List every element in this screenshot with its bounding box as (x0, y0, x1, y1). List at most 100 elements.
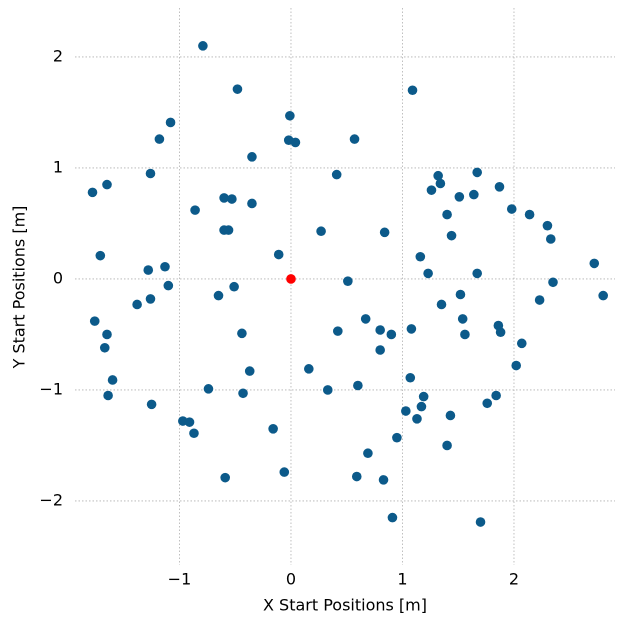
scatter-point (232, 84, 243, 94)
scatter-point (219, 193, 229, 203)
scatter-point (392, 432, 402, 443)
scatter-point (238, 388, 248, 399)
scatter-point (146, 399, 157, 410)
y-axis-label: Y Start Positions [m] (10, 206, 29, 370)
scatter-point (415, 251, 426, 262)
scatter-point (198, 41, 208, 51)
scatter-point (407, 85, 418, 96)
scatter-point (375, 325, 385, 335)
scatter-point (475, 517, 486, 527)
scatter-point (304, 364, 314, 374)
scatter-point (472, 268, 482, 279)
scatter-point (405, 372, 416, 383)
scatter-point (416, 401, 427, 412)
scatter-point (545, 234, 556, 244)
scatter-point (237, 328, 247, 339)
scatter-point (102, 329, 112, 340)
scatter-point (548, 277, 558, 288)
scatter-point (455, 289, 466, 300)
scatter-point (154, 134, 165, 144)
x-tick-label: −1 (168, 570, 192, 589)
scatter-point (145, 294, 156, 304)
scatter-point (103, 390, 113, 401)
scatter-point (589, 258, 600, 269)
scatter-point (445, 410, 456, 421)
y-tick-label: 2 (53, 46, 63, 65)
scatter-point (190, 205, 200, 215)
x-tick-label: 0 (286, 570, 296, 589)
scatter-point (223, 225, 234, 235)
scatter-point (227, 194, 237, 204)
scatter-point (442, 440, 452, 451)
y-tick-label: −2 (39, 490, 63, 509)
scatter-point (412, 414, 422, 424)
scatter-point (163, 280, 174, 291)
scatter-point (143, 265, 154, 275)
scatter-point (524, 209, 535, 220)
scatter-point (349, 134, 360, 144)
scatter-point (494, 182, 505, 192)
scatter-point (360, 314, 371, 324)
scatter-point (435, 178, 446, 189)
scatter-point (426, 185, 437, 195)
scatter-point (290, 137, 301, 148)
scatter-point (353, 380, 363, 391)
y-tick-label: 1 (53, 157, 63, 176)
scatter-point (343, 276, 353, 286)
scatter-point (273, 249, 284, 260)
scatter-point (442, 209, 452, 220)
scatter-point (534, 295, 545, 305)
scatter-point (457, 314, 468, 324)
y-tick-label: −1 (39, 379, 63, 398)
scatter-point (433, 170, 443, 181)
scatter-point (160, 261, 170, 272)
scatter-point (268, 424, 278, 434)
x-tick-label: 2 (509, 570, 519, 589)
scatter-point (87, 187, 98, 198)
scatter-point (482, 398, 493, 409)
scatter-point (132, 299, 142, 310)
scatter-point (316, 226, 326, 237)
scatter-point (446, 230, 457, 241)
scatter-point (247, 152, 257, 162)
scatter-point (213, 290, 224, 301)
scatter-point (406, 324, 417, 334)
scatter-point (516, 338, 527, 349)
scatter-point (379, 227, 390, 238)
scatter-point (378, 475, 389, 485)
scatter-point (351, 471, 362, 482)
scatter-point (89, 316, 100, 326)
scatter-point (472, 167, 482, 178)
scatter-point (387, 512, 398, 523)
scatter-point (229, 281, 239, 292)
scatter-point (244, 366, 255, 376)
scatter-point (454, 192, 465, 202)
scatter-point (418, 391, 429, 402)
scatter-point (469, 189, 479, 200)
scatter-point (436, 299, 447, 310)
scatter-point (495, 327, 506, 338)
scatter-point (203, 384, 214, 394)
scatter-point (423, 268, 433, 279)
scatter-point (286, 274, 296, 284)
scatter-point (107, 375, 118, 385)
scatter-point (99, 342, 110, 353)
scatter-point (375, 345, 385, 355)
scatter-point (285, 110, 295, 121)
scatter-point (102, 179, 112, 190)
scatter-point (322, 385, 333, 395)
scatter-point (145, 168, 156, 179)
scatter-point (279, 467, 290, 477)
y-tick-label: 0 (53, 268, 63, 287)
scatter-point (247, 198, 257, 209)
scatter-point (491, 390, 501, 401)
scatter-point (542, 220, 553, 231)
scatter-point (165, 117, 176, 128)
x-tick-label: 1 (397, 570, 407, 589)
scatter-point (460, 329, 470, 340)
scatter-point (511, 360, 522, 371)
scatter-point (184, 417, 195, 427)
scatter-point (363, 448, 373, 459)
scatter-point (598, 290, 608, 301)
